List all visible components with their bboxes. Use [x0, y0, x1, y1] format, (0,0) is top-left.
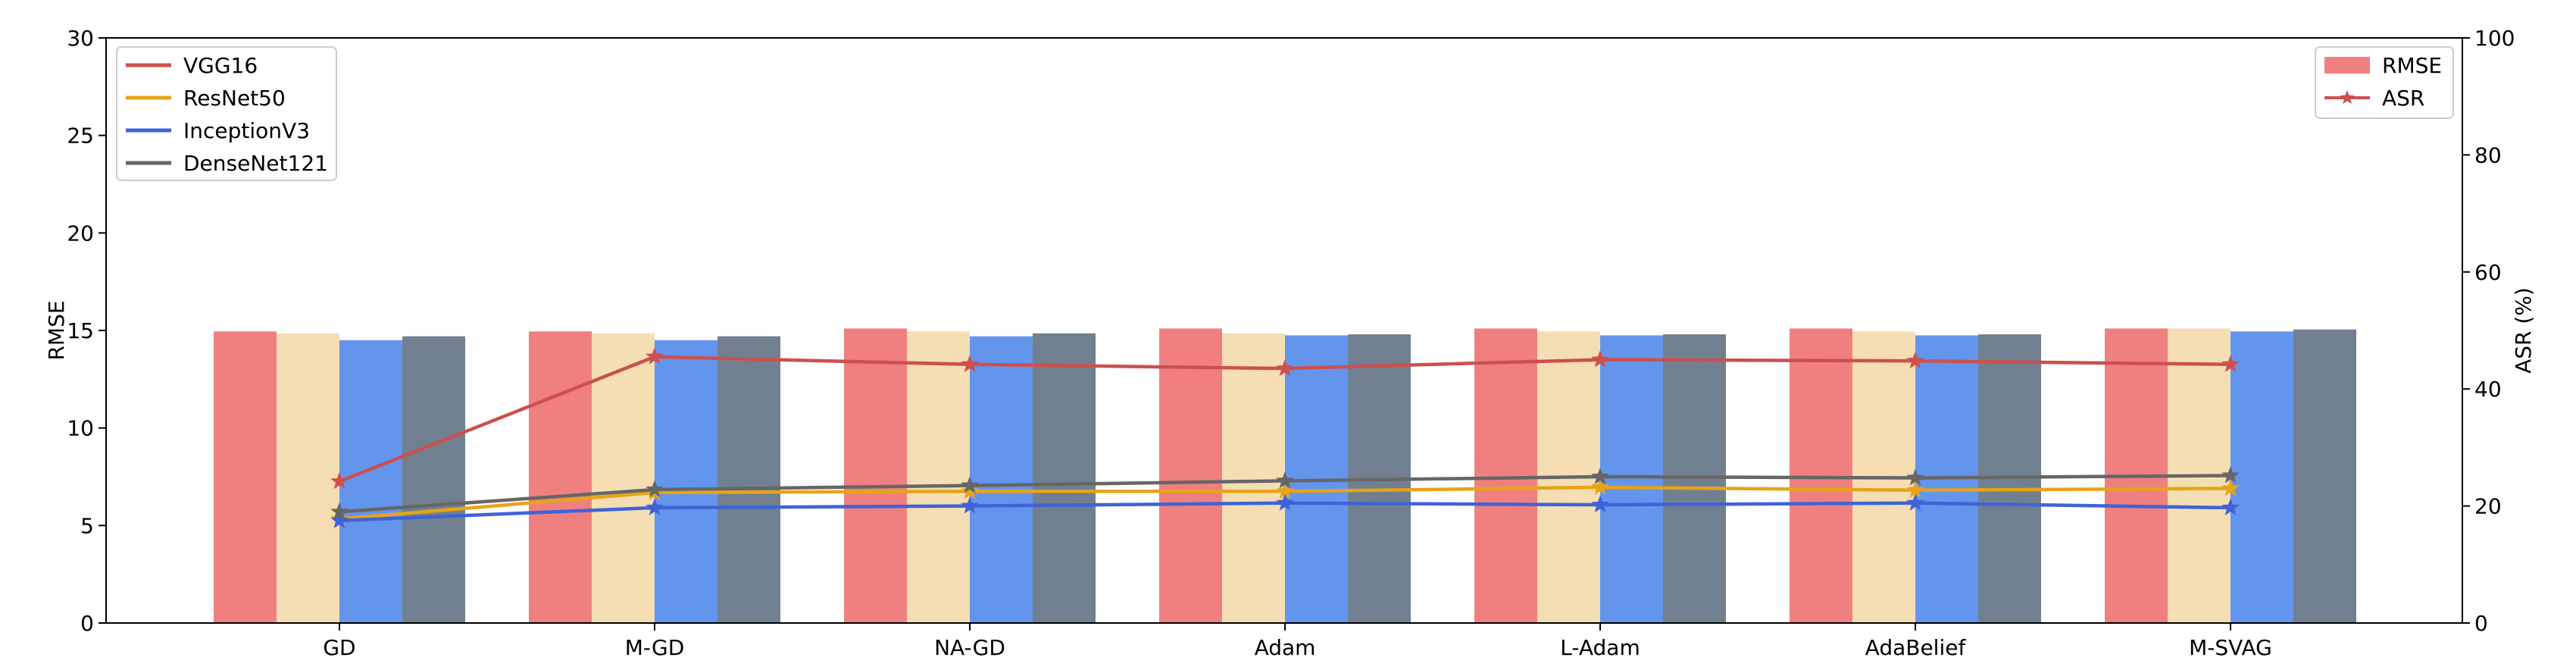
asr-point-inceptionv3-m-svag [2221, 498, 2240, 515]
right-tick-label: 100 [2474, 26, 2515, 51]
bar-densenet121-na-gd [1033, 333, 1096, 623]
asr-point-inceptionv3-adabelief [1906, 493, 1924, 511]
asr-point-vgg16-adabelief [1906, 351, 1924, 369]
left-axis-label: RMSE [44, 300, 69, 360]
bar-vgg16-m-gd [529, 331, 592, 623]
asr-point-densenet121-m-gd [646, 480, 664, 498]
left-y-axis: 0 5 10 15 20 25 30 [67, 26, 106, 636]
asr-point-densenet121-adam [1276, 471, 1294, 489]
asr-point-densenet121-m-svag [2221, 466, 2240, 484]
asr-point-densenet121-gd [330, 502, 349, 520]
x-tick-label: GD [323, 635, 355, 660]
legend-label-inceptionv3: InceptionV3 [183, 118, 310, 143]
asr-point-densenet121-adabelief [1906, 468, 1924, 486]
legend-metrics: RMSE ASR [2315, 46, 2454, 119]
legend-label-asr: ASR [2382, 86, 2424, 111]
bar-vgg16-adabelief [1790, 328, 1852, 623]
asr-point-inceptionv3-na-gd [961, 496, 979, 514]
legend-star-asr [2340, 90, 2355, 105]
right-tick-label: 80 [2474, 142, 2502, 168]
right-tick-label: 20 [2474, 494, 2502, 519]
bar-resnet50-adam [1222, 333, 1285, 623]
asr-point-inceptionv3-l-adam [1591, 495, 1609, 513]
bar-densenet121-m-svag [2293, 329, 2356, 623]
bar-vgg16-adam [1159, 328, 1222, 623]
bar-resnet50-m-gd [592, 333, 655, 623]
x-axis: GD M-GD NA-GD Adam L-Adam AdaBelief M-SVAG [323, 623, 2272, 660]
asr-point-inceptionv3-adam [1276, 493, 1294, 511]
legend-label-resnet50: ResNet50 [183, 86, 286, 111]
asr-point-resnet50-na-gd [961, 481, 979, 499]
bar-vgg16-gd [214, 331, 277, 623]
asr-point-vgg16-l-adam [1591, 350, 1609, 368]
asr-point-resnet50-m-svag [2221, 479, 2240, 496]
bar-resnet50-gd [277, 333, 339, 623]
right-axis-label: ASR (%) [2511, 287, 2536, 374]
left-tick-label: 0 [80, 611, 94, 636]
bar-resnet50-na-gd [907, 331, 970, 623]
asr-point-vgg16-m-gd [646, 347, 664, 365]
left-tick-label: 10 [67, 416, 94, 441]
legend-models-frame [116, 46, 337, 181]
legend-patch-rmse [2324, 57, 2370, 74]
left-tick-label: 5 [80, 513, 94, 538]
right-y-axis: 0 20 40 60 80 100 [2462, 26, 2515, 636]
bar-densenet121-gd [402, 336, 465, 623]
legend-label-vgg16: VGG16 [183, 53, 258, 78]
bar-inceptionv3-l-adam [1600, 335, 1663, 623]
asr-point-resnet50-l-adam [1591, 477, 1609, 495]
left-tick-label: 25 [67, 124, 94, 149]
bar-inceptionv3-m-svag [2231, 331, 2293, 623]
x-tick-label: M-SVAG [2189, 635, 2272, 660]
x-tick-label: NA-GD [934, 635, 1005, 660]
bar-inceptionv3-m-gd [655, 340, 717, 623]
bar-inceptionv3-na-gd [970, 336, 1033, 623]
right-tick-label: 40 [2474, 377, 2502, 402]
asr-point-inceptionv3-gd [330, 511, 349, 528]
legend-models: VGG16 ResNet50 InceptionV3 DenseNet121 [116, 46, 337, 181]
asr-point-inceptionv3-m-gd [646, 498, 664, 515]
asr-point-densenet121-l-adam [1591, 467, 1609, 485]
x-tick-label: Adam [1255, 635, 1316, 660]
asr-lines-layer [330, 347, 2240, 528]
bar-inceptionv3-gd [339, 340, 402, 623]
asr-point-vgg16-gd [330, 471, 349, 490]
bar-densenet121-m-gd [717, 336, 780, 623]
left-tick-label: 20 [67, 221, 94, 246]
asr-point-vgg16-adam [1276, 358, 1294, 377]
x-tick-label: AdaBelief [1865, 635, 1967, 660]
legend-label-rmse: RMSE [2382, 53, 2442, 78]
bar-vgg16-na-gd [844, 328, 907, 623]
left-tick-label: 30 [67, 26, 94, 51]
right-tick-label: 0 [2474, 611, 2488, 636]
left-tick-label: 15 [67, 318, 94, 343]
asr-point-densenet121-na-gd [961, 476, 979, 493]
asr-point-vgg16-m-svag [2221, 355, 2240, 372]
x-tick-label: L-Adam [1560, 635, 1640, 660]
bar-vgg16-l-adam [1474, 328, 1537, 623]
right-tick-label: 60 [2474, 260, 2502, 285]
asr-point-vgg16-na-gd [961, 355, 979, 372]
legend-label-densenet121: DenseNet121 [183, 151, 328, 176]
x-tick-label: M-GD [625, 635, 685, 660]
